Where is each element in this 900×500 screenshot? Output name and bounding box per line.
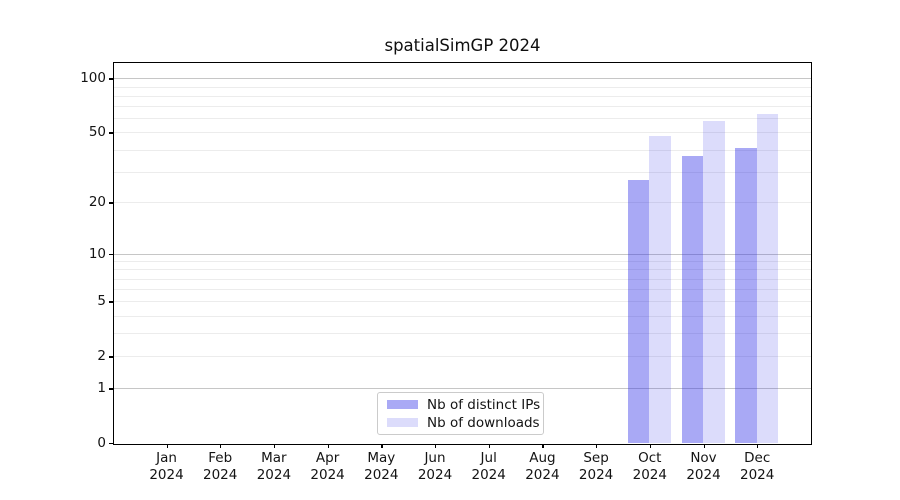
y-tick-mark-0 (109, 443, 113, 445)
x-tick-mark-nov (703, 444, 705, 448)
x-tick-label-jan: Jan 2024 (149, 450, 184, 483)
y-gridline-minor-5 (114, 301, 811, 303)
y-gridline-minor-7 (114, 278, 811, 280)
y-gridline-minor-90 (114, 86, 811, 88)
x-tick-mark-jan (166, 444, 168, 448)
x-tick-label-oct: Oct 2024 (632, 450, 667, 483)
y-gridline-major-10 (114, 253, 811, 255)
y-gridline-minor-70 (114, 106, 811, 108)
y-tick-label-100: 100 (80, 70, 106, 87)
y-tick-label-10: 10 (88, 245, 106, 262)
y-gridline-major-1 (114, 388, 811, 390)
bar-ips-oct (627, 179, 650, 443)
y-tick-mark-100 (109, 78, 113, 80)
y-tick-mark-2 (109, 356, 113, 358)
y-gridline-minor-2 (114, 356, 811, 358)
y-tick-mark-10 (109, 253, 113, 255)
x-tick-mark-mar (273, 444, 276, 448)
x-tick-mark-jun (435, 444, 437, 448)
x-tick-label-jun: Jun 2024 (417, 450, 453, 483)
y-tick-label-50: 50 (88, 124, 106, 141)
x-tick-label-feb: Feb 2024 (203, 450, 238, 483)
y-gridline-minor-8 (114, 269, 811, 271)
y-tick-mark-1 (109, 388, 113, 390)
x-tick-mark-jul (488, 444, 490, 448)
y-tick-label-20: 20 (88, 194, 106, 211)
y-gridline-minor-80 (114, 95, 811, 97)
y-gridline-minor-20 (114, 202, 811, 204)
y-tick-mark-50 (109, 132, 113, 134)
legend-row-distinct-ips: Nb of distinct IPs (387, 398, 543, 412)
x-tick-mark-may (381, 444, 383, 448)
y-gridline-minor-9 (114, 261, 811, 263)
y-tick-mark-20 (109, 202, 113, 204)
y-gridline-major-100 (114, 78, 811, 80)
x-tick-mark-aug (542, 444, 544, 448)
chart-title: spatialSimGP 2024 (384, 36, 541, 55)
x-tick-label-may: May 2024 (364, 450, 399, 483)
plot-area (113, 62, 812, 445)
legend-row-downloads: Nb of downloads (387, 416, 543, 430)
x-tick-label-sep: Sep 2024 (578, 450, 614, 483)
y-tick-label-0: 0 (97, 435, 106, 451)
bar-downloads-nov (703, 120, 725, 443)
legend-swatch-downloads (387, 417, 418, 428)
y-gridline-minor-30 (114, 171, 811, 173)
x-tick-label-jul: Jul 2024 (471, 450, 506, 483)
x-tick-mark-apr (327, 444, 329, 448)
bar-ips-dec (735, 147, 757, 443)
x-tick-label-aug: Aug 2024 (525, 450, 560, 483)
legend-label-distinct-ips: Nb of distinct IPs (427, 396, 541, 413)
legend: Nb of distinct IPs Nb of downloads (377, 392, 544, 435)
y-tick-label-2: 2 (97, 348, 106, 365)
x-tick-label-apr: Apr 2024 (310, 450, 345, 483)
y-tick-label-1: 1 (97, 380, 106, 397)
y-gridline-minor-6 (114, 289, 811, 291)
bar-downloads-oct (649, 135, 671, 443)
x-tick-mark-sep (596, 444, 598, 448)
bar-downloads-dec (756, 114, 779, 443)
x-tick-label-mar: Mar 2024 (256, 450, 292, 483)
x-tick-label-dec: Dec 2024 (740, 450, 775, 483)
legend-swatch-distinct-ips (387, 399, 418, 410)
y-gridline-minor-3 (114, 333, 811, 335)
y-gridline-minor-4 (114, 315, 811, 317)
y-gridline-minor-60 (114, 118, 811, 120)
bar-ips-nov (681, 155, 703, 443)
x-tick-label-nov: Nov 2024 (686, 450, 721, 483)
y-tick-label-5: 5 (97, 293, 106, 310)
x-tick-mark-oct (649, 444, 652, 448)
y-tick-mark-5 (109, 301, 113, 303)
y-gridline-minor-50 (114, 132, 811, 134)
y-gridline-minor-40 (114, 149, 811, 151)
x-tick-mark-feb (220, 444, 222, 448)
x-tick-mark-dec (757, 444, 759, 448)
legend-label-downloads: Nb of downloads (427, 414, 540, 431)
